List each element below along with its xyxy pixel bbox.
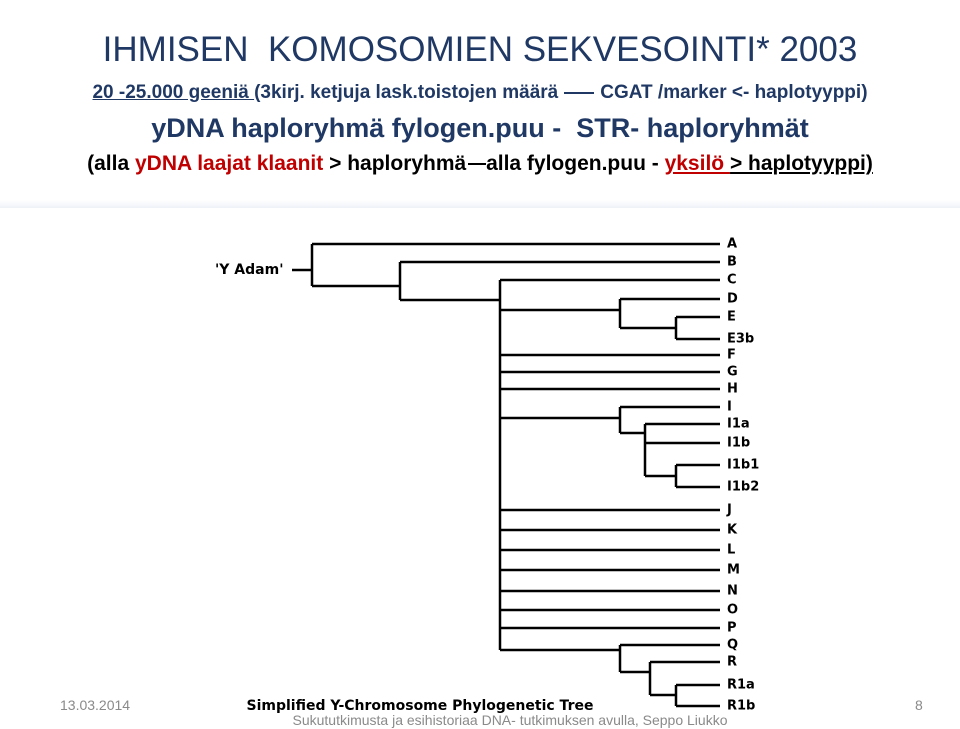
page-number: 8 xyxy=(915,697,923,713)
leaf-label: F xyxy=(727,348,736,363)
leaf-label: R1b xyxy=(727,699,755,714)
branch xyxy=(618,405,720,489)
leaf-label: P xyxy=(727,621,737,636)
leaf-label: N xyxy=(727,584,738,599)
leaf-label: L xyxy=(727,543,735,558)
tree-caption: Simplified Y-Chromosome Phylogenetic Tre… xyxy=(247,698,594,714)
text-segment: 20 -25.000 geeniä xyxy=(92,82,255,103)
dash xyxy=(468,163,487,166)
header-band xyxy=(0,200,960,208)
branch xyxy=(498,278,720,652)
text-segment: (3kirj. ketjuja lask.toistojen määrä xyxy=(254,82,559,103)
leaf-label: I xyxy=(727,400,732,415)
leaf-label: R1a xyxy=(727,678,755,693)
footer-date: 13.03.2014 xyxy=(60,697,131,713)
leaf-label: I1b2 xyxy=(727,480,759,495)
text-segment: CGAT /marker <- haplotyyppi) xyxy=(600,82,868,103)
leaf-label: I1b xyxy=(727,436,750,451)
leaf-label: M xyxy=(727,563,740,578)
subheading: (alla yDNA laajat klaanit > haploryhmä a… xyxy=(0,152,960,176)
slide-title: IHMISEN KOMOSOMIEN SEKVESOINTI* 2003 xyxy=(102,30,858,69)
footer-text: Sukututkimusta ja esihistoriaa DNA- tutk… xyxy=(292,712,728,728)
leaf-label: C xyxy=(727,273,737,288)
dash xyxy=(564,91,595,94)
text-segment: yksilö xyxy=(664,152,730,175)
tree-branches xyxy=(292,242,720,708)
branch xyxy=(292,242,720,288)
leaf-label: K xyxy=(727,523,738,538)
text-segment: > haplotyyppi) xyxy=(729,152,873,175)
leaf-label: E3b xyxy=(727,332,754,347)
leaf-label: Q xyxy=(727,638,738,653)
root-label: 'Y Adam' xyxy=(215,262,283,278)
leaf-label: O xyxy=(727,603,738,618)
leaf-label: D xyxy=(727,292,738,307)
leaf-label: B xyxy=(727,255,737,270)
leaf-label: H xyxy=(727,382,738,397)
leaf-label: A xyxy=(727,237,737,252)
leaf-label: J xyxy=(726,503,732,518)
leaf-label: I1b1 xyxy=(727,458,759,473)
heading: yDNA haploryhmä fylogen.puu - STR- haplo… xyxy=(151,113,809,143)
text-segment: > haploryhmä xyxy=(323,152,473,175)
leaf-label: E xyxy=(727,310,736,325)
text-segment: fylogen.puu - xyxy=(521,152,665,175)
branch xyxy=(398,260,720,302)
leaf-label: G xyxy=(727,365,738,380)
branch xyxy=(618,297,720,341)
subtitle: 20 -25.000 geeniä (3kirj. ketjuja lask.t… xyxy=(0,82,960,104)
leaf-label: R xyxy=(727,655,737,670)
text-segment: yDNA laajat klaanit xyxy=(134,152,324,175)
text-segment: (alla xyxy=(87,152,135,175)
branch xyxy=(618,643,720,708)
text-segment: alla xyxy=(486,152,522,175)
leaf-label: I1a xyxy=(727,417,750,432)
